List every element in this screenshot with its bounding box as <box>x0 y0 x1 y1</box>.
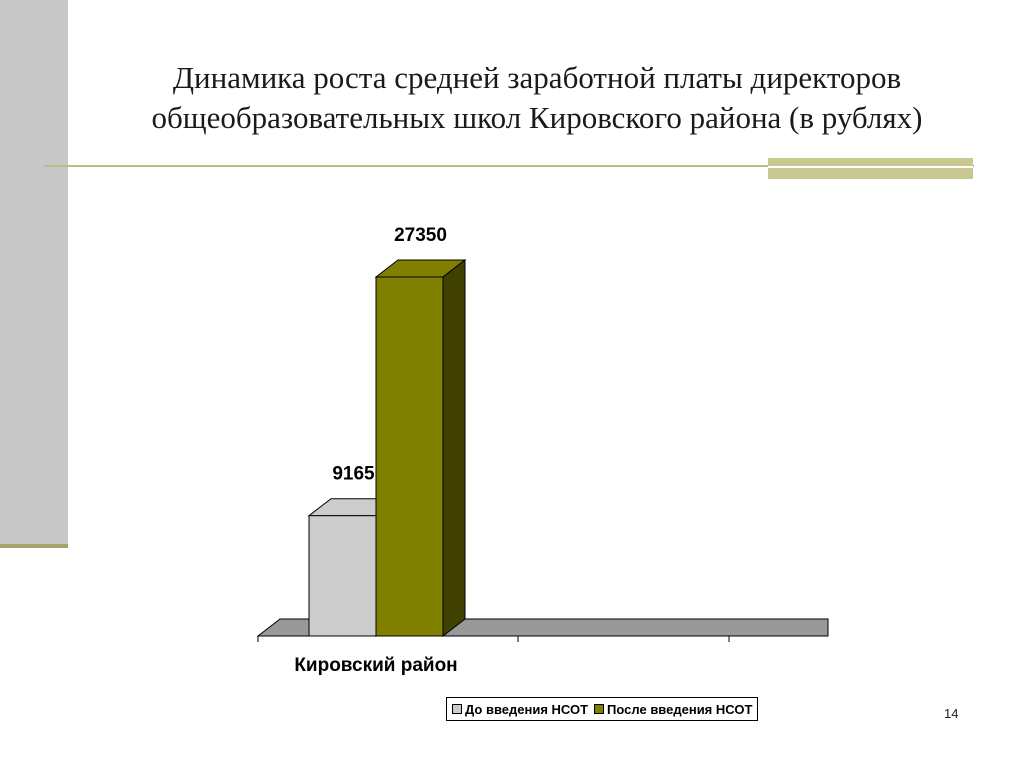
legend-label-before: До введения НСОТ <box>465 701 589 717</box>
category-label: Кировский район <box>294 655 457 676</box>
page-number: 14 <box>944 706 959 721</box>
chart-legend: До введения НСОТ После введения НСОТ <box>446 697 759 721</box>
legend-item-after: После введения НСОТ <box>594 702 752 717</box>
left-decor-accent <box>0 544 68 548</box>
data-label-1: 27350 <box>394 225 447 246</box>
legend-swatch-after <box>594 704 605 714</box>
legend-label-after: После введения НСОТ <box>607 701 753 717</box>
left-decor-band <box>0 0 68 546</box>
bar-0 <box>308 515 377 637</box>
title-line-1: Динамика роста средней заработной платы … <box>172 60 902 95</box>
title-rule-block <box>768 158 973 179</box>
data-label-0: 9165 <box>332 464 375 485</box>
legend-item-before: До введения НСОТ <box>452 702 588 717</box>
legend-swatch-before <box>452 704 462 714</box>
slide-title: Динамика роста средней заработной платы … <box>70 58 1004 138</box>
title-rule <box>44 165 974 167</box>
title-line-2: общеобразовательных школ Кировского райо… <box>151 100 923 135</box>
bar-1 <box>375 276 444 637</box>
bar-side-1 <box>442 258 466 638</box>
